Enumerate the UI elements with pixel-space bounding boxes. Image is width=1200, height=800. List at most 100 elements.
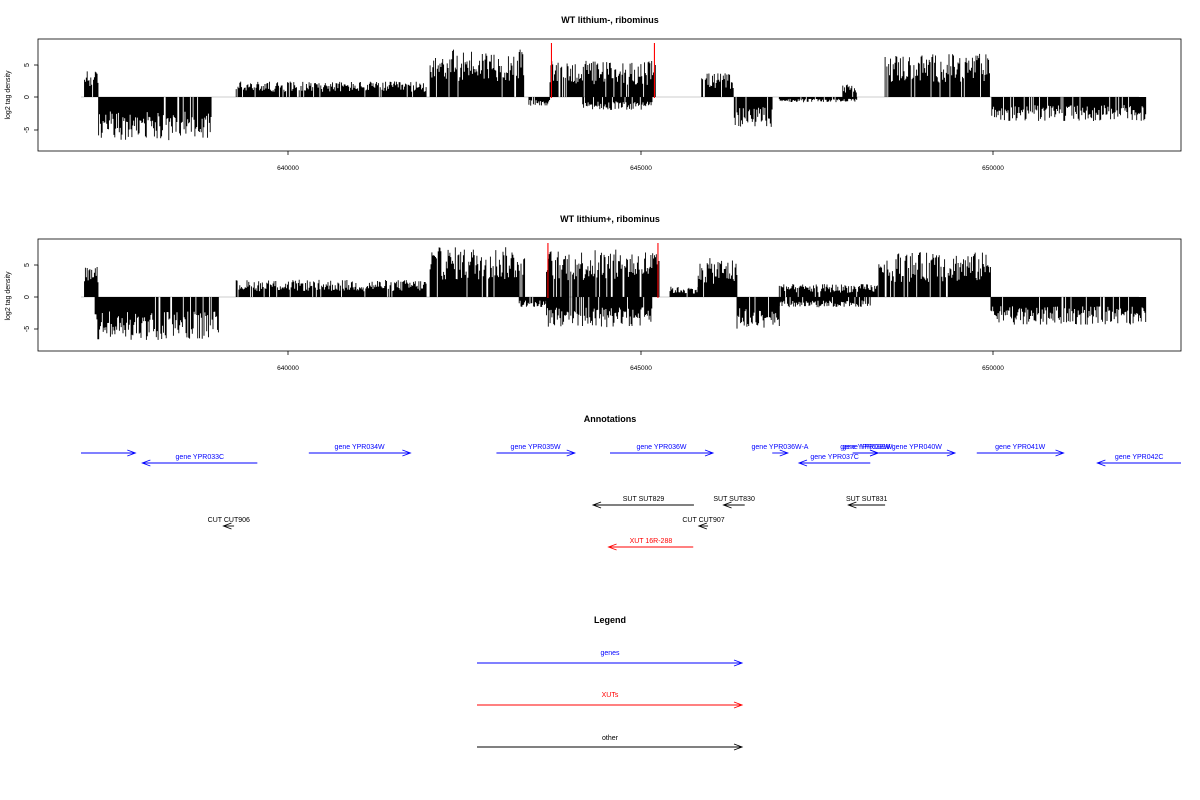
feature-label: CUT CUT907 [682, 517, 724, 524]
feature-arrowhead [946, 449, 957, 457]
feature-gene-ypr039w: gene YPR039W [842, 444, 893, 457]
feature-gene-ypr036w: gene YPR036W [610, 444, 715, 457]
panel-1-y-axis: 5 0 -5 [24, 63, 39, 133]
panel-1-x-axis: 640000 645000 650000 [277, 151, 1004, 172]
feature-label: SUT SUT831 [846, 496, 888, 503]
coverage-bars-plus-2 [235, 81, 427, 97]
panel-2-xtick-645000: 645000 [630, 365, 652, 372]
panel-1-bars [84, 43, 1147, 141]
feature-label: gene YPR034W [335, 444, 385, 451]
panel-1-ylabel: log2 tag density [5, 70, 12, 120]
coverage-bars-minus-9 [778, 97, 858, 103]
coverage-bars-plus-5 [546, 249, 660, 297]
feature-label: gene YPR039W [842, 444, 892, 451]
feature-label: gene YPR036W [636, 444, 686, 451]
legend-item-genes: genes [477, 650, 744, 667]
feature-arrowhead [722, 501, 732, 509]
coverage-bars-minus-4 [528, 97, 551, 106]
panel-1-ytick-0: 0 [24, 95, 31, 99]
coverage-bars-plus-10 [778, 284, 878, 297]
panel-1-xtick-645000: 645000 [630, 165, 652, 172]
coverage-bars-plus-0 [84, 71, 99, 97]
legend-other-label: other [602, 735, 619, 742]
feature-arrows: gene YPR033C gene YPR034W gene YPR035W gene… [81, 444, 1181, 551]
panel-2-ytick-5: 5 [24, 263, 31, 267]
coverage-bars-plus-5 [549, 60, 656, 97]
feature-arrowhead [607, 543, 617, 551]
feature-gene-ypr033c: gene YPR033C [141, 454, 258, 467]
panel-1-ytick-5: 5 [24, 63, 31, 67]
coverage-bars-minus-12 [991, 97, 1147, 121]
feature-arrowhead [566, 449, 577, 457]
coverage-bars-minus-1 [94, 297, 219, 340]
feature-arrowhead [222, 522, 232, 530]
panel-2-xtick-650000: 650000 [982, 365, 1004, 372]
feature-label: gene YPR041W [995, 444, 1045, 451]
feature-arrowhead [127, 449, 137, 457]
coverage-bars-minus-11 [778, 297, 871, 308]
feature-label: gene YPR033C [176, 454, 225, 461]
feature-unlabeled-0 [81, 449, 137, 457]
feature-arrowhead [779, 449, 790, 457]
panel-2-ytick-0: 0 [24, 295, 31, 299]
coverage-bars-minus-4 [518, 297, 551, 308]
panel-1-ytick-minus5: -5 [24, 127, 31, 133]
feature-label: XUT 16R-288 [630, 538, 673, 545]
feature-gene-ypr034w: gene YPR034W [308, 444, 412, 457]
feature-label: CUT CUT906 [208, 517, 250, 524]
feature-arrowhead [1096, 459, 1106, 467]
feature-cut-cut906: CUT CUT906 [208, 517, 250, 530]
coverage-bars-minus-6 [546, 297, 653, 328]
feature-arrowhead [697, 522, 708, 530]
panel-1-title: WT lithium-, ribominus [561, 15, 659, 25]
feature-arrowhead [1055, 449, 1065, 457]
feature-label: gene YPR036W-A [752, 444, 809, 451]
feature-cut-cut907: CUT CUT907 [682, 517, 725, 530]
legend: Legend genes XUTs other [477, 615, 744, 751]
coverage-bars-plus-12 [878, 252, 991, 297]
feature-arrowhead [704, 449, 715, 457]
feature-label: gene YPR038W [840, 444, 890, 451]
panel-2-ytick-minus5: -5 [24, 326, 31, 332]
coverage-bars-plus-3 [429, 247, 526, 297]
feature-label: gene YPR037C [810, 454, 859, 461]
feature-arrowhead [847, 501, 857, 509]
panel-2-ylabel: log2 tag density [5, 271, 12, 321]
coverage-bars-minus-9 [736, 297, 780, 329]
feature-gene-ypr042c: gene YPR042C [1096, 454, 1181, 467]
coverage-bars-minus-6 [582, 97, 653, 110]
feature-xut-16r-288: XUT 16R-288 [607, 538, 694, 551]
feature-label: gene YPR042C [1115, 454, 1164, 461]
legend-title: Legend [594, 615, 626, 625]
coverage-bars-plus-8 [697, 258, 738, 297]
feature-label: SUT SUT829 [623, 496, 665, 503]
coverage-bars-plus-11 [884, 53, 990, 97]
feature-gene-ypr035w: gene YPR035W [496, 444, 577, 457]
feature-label: SUT SUT830 [713, 496, 755, 503]
coverage-bars-minus-1 [98, 97, 212, 141]
coverage-bars-plus-10 [842, 84, 857, 97]
legend-item-xuts: XUTs [477, 692, 744, 709]
legend-item-other: other [477, 735, 744, 751]
feature-arrowhead [797, 459, 808, 467]
feature-label: gene YPR035W [511, 444, 561, 451]
panel-2-plot-frame [37, 238, 1182, 352]
feature-arrowhead [591, 501, 602, 509]
panel-1-plot-frame [37, 38, 1182, 152]
legend-genes-arrowhead [733, 659, 744, 667]
coverage-bars-minus-13 [990, 297, 1147, 325]
feature-label: gene YPR040W [892, 444, 942, 451]
panel-1-xtick-650000: 650000 [982, 165, 1004, 172]
coverage-bars-plus-3 [429, 49, 525, 97]
panel-2-y-axis: 5 0 -5 [24, 263, 39, 332]
annotations-title: Annotations [584, 414, 637, 424]
feature-gene-ypr036w-a: gene YPR036W-A [752, 444, 809, 457]
panel-2-xtick-640000: 640000 [277, 365, 299, 372]
feature-gene-ypr037c: gene YPR037C [797, 454, 871, 467]
feature-gene-ypr041w: gene YPR041W [976, 444, 1065, 457]
coverage-bars-plus-7 [669, 286, 699, 297]
panel-2-x-axis: 640000 645000 650000 [277, 351, 1004, 372]
panel-1-xtick-640000: 640000 [277, 165, 299, 172]
